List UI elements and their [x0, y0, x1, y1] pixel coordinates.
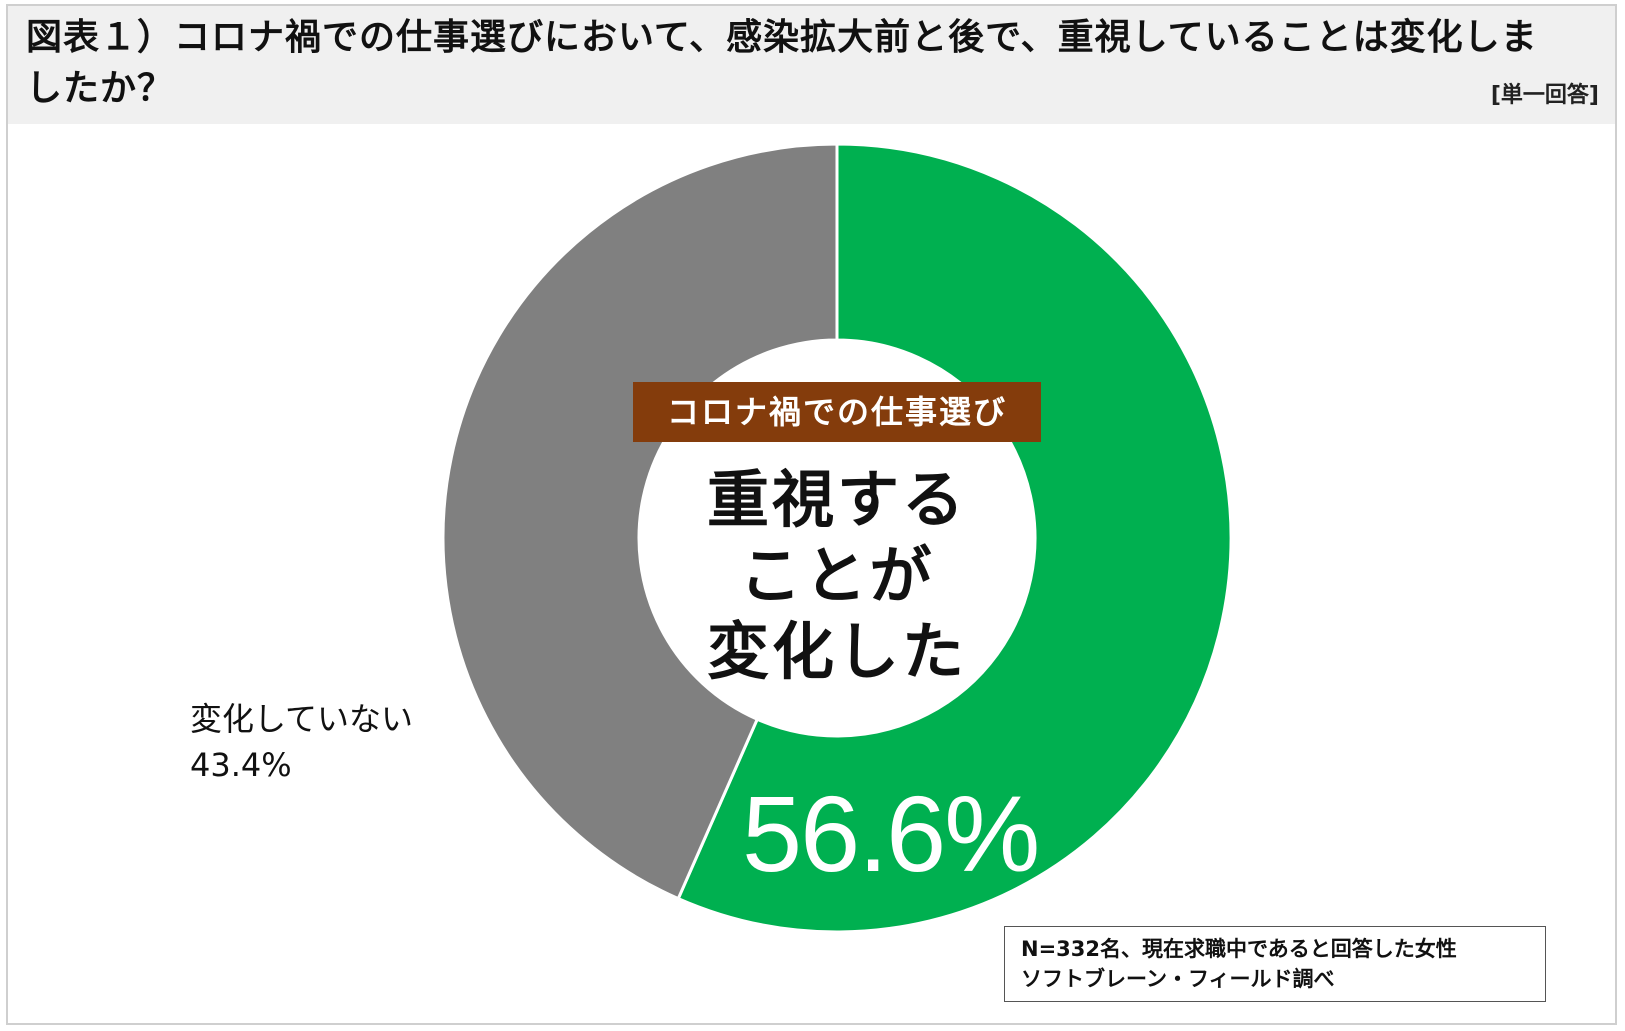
- source-note: N=332名、現在求職中であると回答した女性 ソフトブレーン・フィールド調べ: [1004, 926, 1546, 1002]
- donut-slice-changed: [676, 142, 1233, 934]
- unchanged-slice-label: 変化していない 43.4%: [190, 696, 413, 788]
- source-note-line-1: N=332名、現在求職中であると回答した女性: [1021, 937, 1457, 961]
- source-note-line-2: ソフトブレーン・フィールド調べ: [1021, 967, 1335, 991]
- center-label-line-2: ことが: [739, 539, 935, 612]
- donut-slice-unchanged: [441, 142, 839, 901]
- unchanged-name-label: 変化していない: [190, 700, 414, 738]
- chart-title: 図表１）コロナ禍での仕事選びにおいて、感染拡大前と後で、重視していることは変化し…: [26, 17, 1538, 109]
- center-label-line-3: 変化した: [706, 615, 967, 688]
- title-band: [8, 6, 1615, 124]
- center-label: 重視する ことが 変化した: [637, 462, 1037, 690]
- unchanged-value-label: 43.4%: [190, 746, 292, 784]
- center-label-line-1: 重視する: [706, 463, 967, 536]
- answer-type-label: [単一回答]: [1490, 83, 1599, 108]
- changed-value-label: 56.6%: [742, 773, 1040, 894]
- center-category-tag: コロナ禍での仕事選び: [633, 382, 1041, 442]
